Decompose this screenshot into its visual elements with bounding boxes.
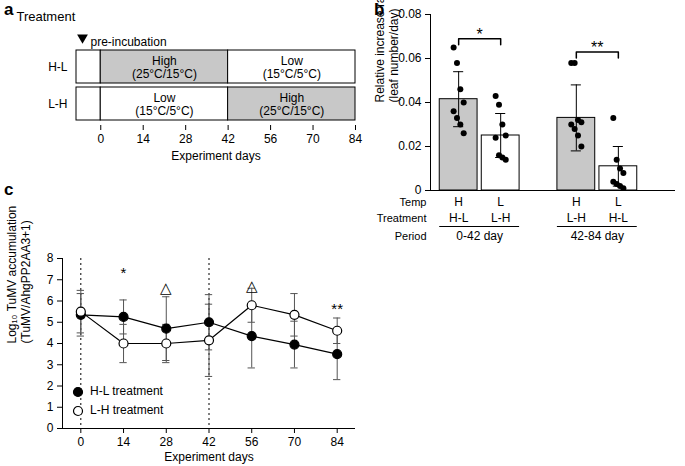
svg-text:14: 14	[137, 132, 151, 146]
svg-text:L-H: L-H	[491, 211, 510, 225]
svg-text:L-H: L-H	[567, 211, 586, 225]
svg-text:42: 42	[202, 435, 216, 449]
svg-text:**: **	[591, 39, 603, 56]
svg-text:Period: Period	[395, 230, 427, 242]
svg-text:High(25°C/15°C): High(25°C/15°C)	[132, 54, 197, 82]
svg-text:0.02: 0.02	[398, 139, 422, 153]
svg-text:0: 0	[77, 435, 84, 449]
svg-text:*: *	[121, 264, 127, 281]
svg-text:Experiment days: Experiment days	[171, 149, 260, 163]
svg-text:Low(15°C/5°C): Low(15°C/5°C)	[135, 91, 193, 119]
svg-text:Relative increase rate(leaf nu: Relative increase rate(leaf number/day)	[373, 0, 401, 103]
svg-text:High(25°C/15°C): High(25°C/15°C)	[259, 91, 324, 119]
html-text:c: c	[4, 180, 14, 199]
svg-text:L: L	[615, 195, 622, 209]
svg-text:H-L: H-L	[609, 211, 629, 225]
svg-text:0.08: 0.08	[398, 7, 422, 21]
svg-text:0-42 day: 0-42 day	[456, 229, 503, 243]
html-text:H-L treatment: H-L treatment	[90, 384, 163, 398]
svg-text:H: H	[572, 195, 581, 209]
svg-text:6: 6	[47, 294, 54, 308]
svg-text:84: 84	[349, 132, 363, 146]
svg-text:L-H: L-H	[48, 97, 67, 111]
svg-text:Log₁₀ TuMV accumulation(TuMV/A: Log₁₀ TuMV accumulation(TuMV/AhgPP2AA3+1…	[5, 206, 33, 344]
svg-text:Experiment days: Experiment days	[164, 450, 253, 464]
svg-text:70: 70	[306, 132, 320, 146]
svg-text:Low(15°C/5°C): Low(15°C/5°C)	[263, 54, 321, 82]
html-text:a: a	[4, 0, 14, 19]
svg-text:0.04: 0.04	[398, 95, 422, 109]
svg-text:84: 84	[331, 435, 345, 449]
svg-text:3: 3	[47, 358, 54, 372]
svg-text:L: L	[497, 195, 504, 209]
svg-text:H-L: H-L	[449, 211, 469, 225]
svg-text:Treatment: Treatment	[17, 9, 76, 24]
svg-text:70: 70	[288, 435, 302, 449]
svg-text:△: △	[160, 279, 172, 296]
svg-text:5: 5	[47, 315, 54, 329]
svg-text:H-L: H-L	[48, 60, 68, 74]
svg-text:28: 28	[179, 132, 193, 146]
svg-text:0.06: 0.06	[398, 51, 422, 65]
svg-text:8: 8	[47, 251, 54, 265]
svg-text:1: 1	[47, 400, 54, 414]
svg-text:0: 0	[47, 421, 54, 435]
svg-text:2: 2	[47, 379, 54, 393]
svg-text:pre-incubation: pre-incubation	[91, 35, 167, 49]
svg-text:**: **	[331, 300, 343, 317]
svg-text:56: 56	[245, 435, 259, 449]
svg-text:28: 28	[160, 435, 174, 449]
svg-text:Temp: Temp	[400, 196, 427, 208]
svg-text:7: 7	[47, 273, 54, 287]
svg-text:56: 56	[264, 132, 278, 146]
svg-text:△: △	[246, 277, 258, 294]
html-text:L-H treatment: L-H treatment	[90, 403, 164, 417]
svg-text:0: 0	[414, 183, 422, 198]
svg-text:4: 4	[47, 336, 54, 350]
svg-text:0: 0	[97, 132, 104, 146]
svg-text:14: 14	[117, 435, 131, 449]
svg-text:H: H	[454, 195, 463, 209]
svg-text:42-84 day: 42-84 day	[571, 229, 624, 243]
svg-text:Treatment: Treatment	[377, 212, 427, 224]
svg-text:*: *	[477, 26, 483, 43]
svg-text:42: 42	[221, 132, 235, 146]
